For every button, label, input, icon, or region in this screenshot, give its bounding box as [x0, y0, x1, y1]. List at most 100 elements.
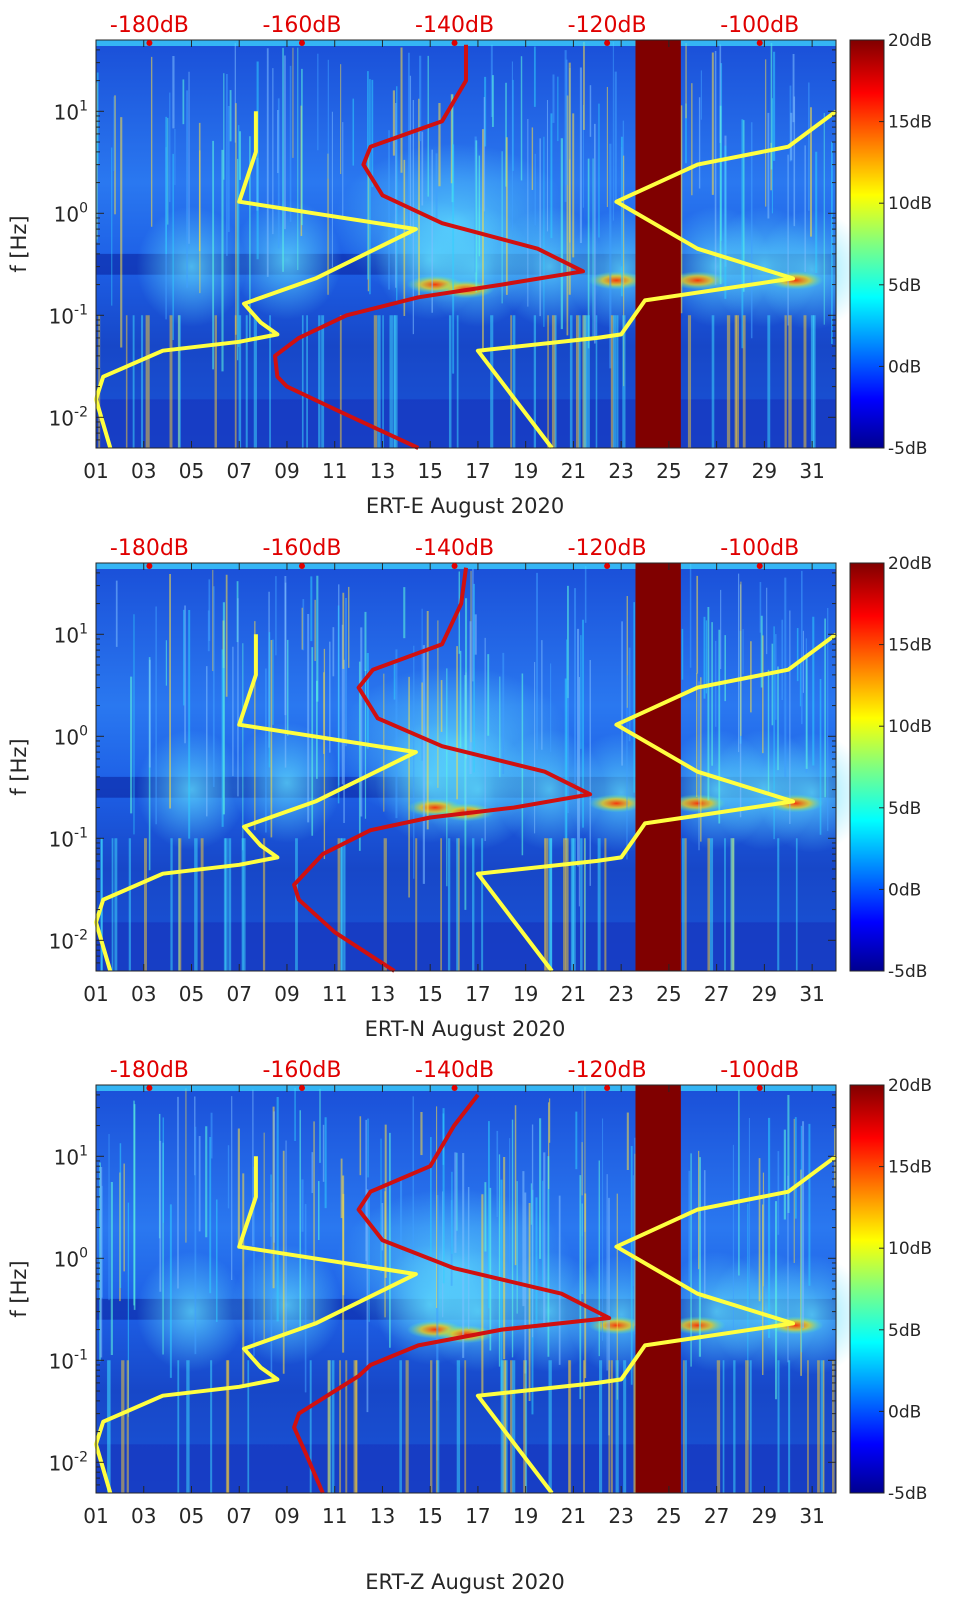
y-tick-label: 10-1: [49, 1347, 88, 1373]
x-tick-label: 07: [226, 982, 251, 1006]
top-db-label: -180dB: [110, 1058, 189, 1083]
colorbar-tick-label: 0dB: [888, 880, 921, 900]
y-axis-title: f [Hz]: [7, 738, 31, 795]
panel-ert-e: 01 03 05 07 09 11 13 15 17 19 21 23 25 27 29 31 10-2 10-1…: [7, 13, 932, 518]
x-tick-label: 15: [417, 982, 442, 1006]
series-yellow-line: [94, 634, 418, 972]
y-tick-label: 100: [54, 200, 88, 226]
x-tick-label: 27: [704, 459, 729, 483]
colorbar-tick-label: 0dB: [888, 357, 921, 377]
series-red-line: [292, 567, 593, 973]
top-db-label: -120dB: [568, 536, 647, 561]
panel-ert-n: 01 03 05 07 09 11 13 15 17 19 21 23 25 27 29 31 10-2 10-1…: [7, 536, 932, 1041]
x-tick-label: 23: [608, 1504, 633, 1528]
colorbar-tick-label: -5dB: [888, 1484, 927, 1504]
x-tick-label: 29: [752, 1504, 777, 1528]
x-tick-label: 01: [83, 1504, 108, 1528]
x-tick-label: 21: [561, 982, 586, 1006]
x-tick-label: 03: [131, 982, 156, 1006]
series-yellow-line: [94, 1156, 418, 1494]
data-gap-band: [635, 563, 681, 971]
x-tick-label: 31: [799, 459, 824, 483]
colorbar-tick-label: 20dB: [888, 554, 932, 574]
x-tick-label: 13: [370, 982, 395, 1006]
colorbar-tick-label: 10dB: [888, 194, 932, 214]
x-tick-label: 17: [465, 1504, 490, 1528]
panel-ert-z: 01 03 05 07 09 11 13 15 17 19 21 23 25 27 29 31 10-2 10-1…: [7, 1058, 932, 1594]
y-axis-title: f [Hz]: [7, 1260, 31, 1317]
y-tick-label: 101: [54, 98, 88, 124]
colorbar-tick-label: 10dB: [888, 1239, 932, 1259]
series-yellow-line: [94, 111, 418, 449]
x-tick-label: 09: [274, 982, 299, 1006]
x-axis-title: ERT-N August 2020: [365, 1017, 566, 1041]
x-tick-label: 11: [322, 1504, 347, 1528]
x-tick-label: 01: [83, 982, 108, 1006]
x-tick-label: 21: [561, 1504, 586, 1528]
x-tick-label: 15: [417, 1504, 442, 1528]
colorbar: [849, 1084, 885, 1494]
top-db-label: -160dB: [262, 13, 341, 38]
y-tick-label: 100: [54, 723, 88, 749]
x-tick-label: 19: [513, 982, 538, 1006]
y-tick-label: 101: [54, 621, 88, 647]
top-db-label: -140dB: [415, 1058, 494, 1083]
x-tick-label: 13: [370, 459, 395, 483]
colorbar-tick-label: 15dB: [888, 1158, 932, 1178]
x-tick-label: 07: [226, 459, 251, 483]
x-tick-label: 01: [83, 459, 108, 483]
x-tick-label: 31: [799, 982, 824, 1006]
y-tick-label: 10-2: [49, 927, 88, 953]
y-axis-title: f [Hz]: [7, 215, 31, 272]
series-yellow-high-line: [475, 632, 838, 973]
x-tick-label: 05: [179, 1504, 204, 1528]
top-db-label: -140dB: [415, 13, 494, 38]
y-tick-label: 10-2: [49, 404, 88, 430]
x-tick-label: 11: [322, 459, 347, 483]
x-tick-label: 25: [656, 1504, 681, 1528]
top-db-label: -100dB: [720, 536, 799, 561]
x-tick-label: 29: [752, 459, 777, 483]
colorbar-tick-label: 0dB: [888, 1402, 921, 1422]
x-tick-label: 27: [704, 982, 729, 1006]
top-db-label: -160dB: [262, 1058, 341, 1083]
series-red-line: [273, 44, 585, 450]
colorbar-tick-label: 15dB: [888, 113, 932, 133]
top-db-label: -120dB: [568, 13, 647, 38]
x-tick-label: 23: [608, 982, 633, 1006]
top-db-label: -160dB: [262, 536, 341, 561]
colorbar-tick-label: 5dB: [888, 276, 921, 296]
colorbar-tick-label: 5dB: [888, 1321, 921, 1341]
x-tick-label: 27: [704, 1504, 729, 1528]
x-tick-label: 23: [608, 459, 633, 483]
x-tick-label: 11: [322, 982, 347, 1006]
x-tick-label: 31: [799, 1504, 824, 1528]
top-db-label: -140dB: [415, 536, 494, 561]
x-tick-label: 17: [465, 982, 490, 1006]
series-yellow-high-line: [475, 109, 838, 450]
top-db-label: -120dB: [568, 1058, 647, 1083]
series-red-line: [292, 1093, 612, 1494]
x-axis-title: ERT-Z August 2020: [365, 1570, 564, 1594]
y-tick-label: 101: [54, 1143, 88, 1169]
top-db-label: -100dB: [720, 1058, 799, 1083]
colorbar-tick-label: -5dB: [888, 962, 927, 982]
x-tick-label: 15: [417, 459, 442, 483]
top-db-label: -180dB: [110, 536, 189, 561]
top-db-label: -100dB: [720, 13, 799, 38]
x-tick-label: 03: [131, 1504, 156, 1528]
colorbar-tick-label: 20dB: [888, 1076, 932, 1096]
series-yellow-high-line: [475, 1154, 838, 1495]
x-tick-label: 19: [513, 1504, 538, 1528]
x-tick-label: 17: [465, 459, 490, 483]
x-tick-label: 25: [656, 459, 681, 483]
colorbar: [849, 562, 885, 972]
colorbar-tick-label: -5dB: [888, 439, 927, 459]
x-tick-label: 13: [370, 1504, 395, 1528]
x-tick-label: 05: [179, 982, 204, 1006]
x-tick-label: 09: [274, 459, 299, 483]
colorbar-tick-label: 5dB: [888, 799, 921, 819]
y-tick-label: 10-2: [49, 1449, 88, 1475]
colorbar-tick-label: 15dB: [888, 636, 932, 656]
